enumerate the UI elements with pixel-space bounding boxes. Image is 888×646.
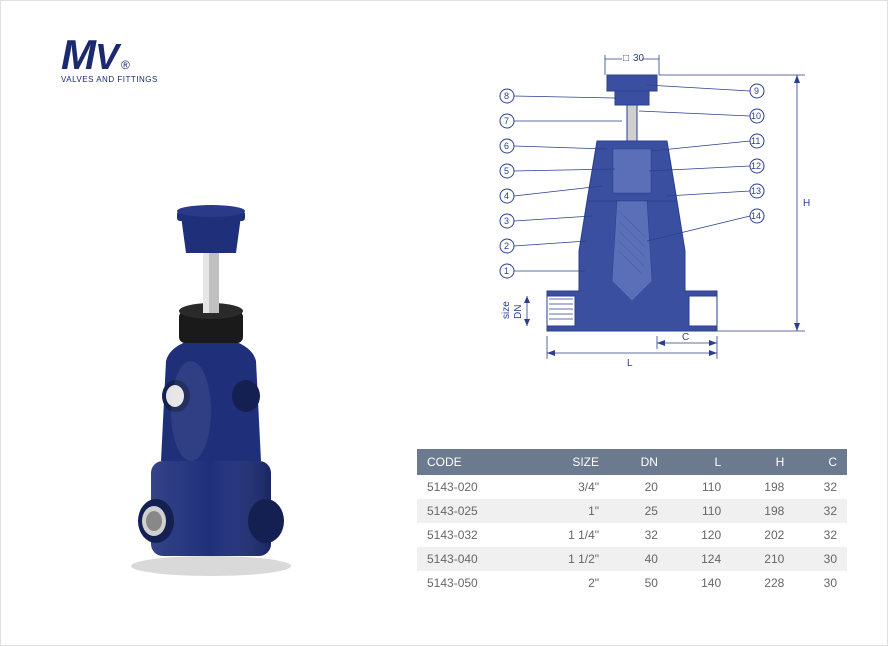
technical-diagram: □ 30: [427, 41, 847, 381]
table-cell: 40: [609, 547, 668, 571]
dim-top-val: 30: [633, 53, 645, 64]
table-cell: 198: [731, 499, 794, 523]
table-cell: 5143-020: [417, 475, 529, 499]
table-cell: 32: [794, 499, 847, 523]
svg-text:9: 9: [754, 86, 759, 96]
table-cell: 32: [609, 523, 668, 547]
logo-tagline: VALVES AND FITTINGS: [61, 75, 158, 84]
table-cell: 5143-025: [417, 499, 529, 523]
dim-top: □: [623, 53, 629, 64]
col-c: C: [794, 449, 847, 475]
col-code: CODE: [417, 449, 529, 475]
table-row: 5143-0203/4"2011019832: [417, 475, 847, 499]
svg-text:5: 5: [504, 166, 509, 176]
svg-text:11: 11: [751, 136, 760, 146]
table-cell: 5143-040: [417, 547, 529, 571]
table-cell: 110: [668, 475, 731, 499]
dim-h: H: [803, 198, 810, 209]
logo-letter-v: V: [95, 36, 119, 78]
table-row: 5143-0251"2511019832: [417, 499, 847, 523]
table-row: 5143-0502"5014022830: [417, 571, 847, 595]
svg-text:7: 7: [504, 116, 509, 126]
table-row: 5143-0321 1/4"3212020232: [417, 523, 847, 547]
svg-text:1: 1: [504, 266, 509, 276]
valve-svg: [81, 181, 341, 581]
table-cell: 32: [794, 523, 847, 547]
dim-size: size: [501, 301, 512, 319]
logo-registered: ®: [121, 58, 130, 72]
table-cell: 25: [609, 499, 668, 523]
col-h: H: [731, 449, 794, 475]
table-cell: 140: [668, 571, 731, 595]
svg-text:8: 8: [504, 91, 509, 101]
table-cell: 1": [529, 499, 609, 523]
table-cell: 1 1/2": [529, 547, 609, 571]
brand-logo: M V ® VALVES AND FITTINGS: [61, 31, 158, 84]
dim-c: C: [682, 332, 689, 343]
col-l: L: [668, 449, 731, 475]
logo-mark: M V ®: [61, 31, 158, 79]
diagram-svg: □ 30: [427, 41, 847, 381]
logo-letter-m: M: [61, 31, 93, 79]
svg-text:14: 14: [751, 211, 761, 221]
dim-l: L: [627, 358, 633, 369]
table-cell: 30: [794, 571, 847, 595]
table-cell: 210: [731, 547, 794, 571]
table-cell: 20: [609, 475, 668, 499]
svg-text:12: 12: [751, 161, 761, 171]
table-cell: 32: [794, 475, 847, 499]
table-cell: 1 1/4": [529, 523, 609, 547]
table-cell: 5143-032: [417, 523, 529, 547]
svg-text:4: 4: [504, 191, 509, 201]
table-cell: 3/4": [529, 475, 609, 499]
table-cell: 2": [529, 571, 609, 595]
svg-text:10: 10: [751, 111, 761, 121]
col-dn: DN: [609, 449, 668, 475]
table-header: CODE SIZE DN L H C: [417, 449, 847, 475]
table-cell: 124: [668, 547, 731, 571]
spec-table: CODE SIZE DN L H C 5143-0203/4"201101983…: [417, 449, 847, 595]
table-cell: 120: [668, 523, 731, 547]
svg-text:2: 2: [504, 241, 509, 251]
table-cell: 198: [731, 475, 794, 499]
table-cell: 110: [668, 499, 731, 523]
dim-dn: DN: [513, 305, 524, 319]
table-body: 5143-0203/4"20110198325143-0251"25110198…: [417, 475, 847, 595]
table-cell: 50: [609, 571, 668, 595]
table-row: 5143-0401 1/2"4012421030: [417, 547, 847, 571]
svg-text:3: 3: [504, 216, 509, 226]
table-cell: 202: [731, 523, 794, 547]
table-cell: 228: [731, 571, 794, 595]
table-cell: 30: [794, 547, 847, 571]
table-cell: 5143-050: [417, 571, 529, 595]
col-size: SIZE: [529, 449, 609, 475]
product-image: [81, 181, 341, 581]
svg-text:6: 6: [504, 141, 509, 151]
svg-text:13: 13: [751, 186, 761, 196]
